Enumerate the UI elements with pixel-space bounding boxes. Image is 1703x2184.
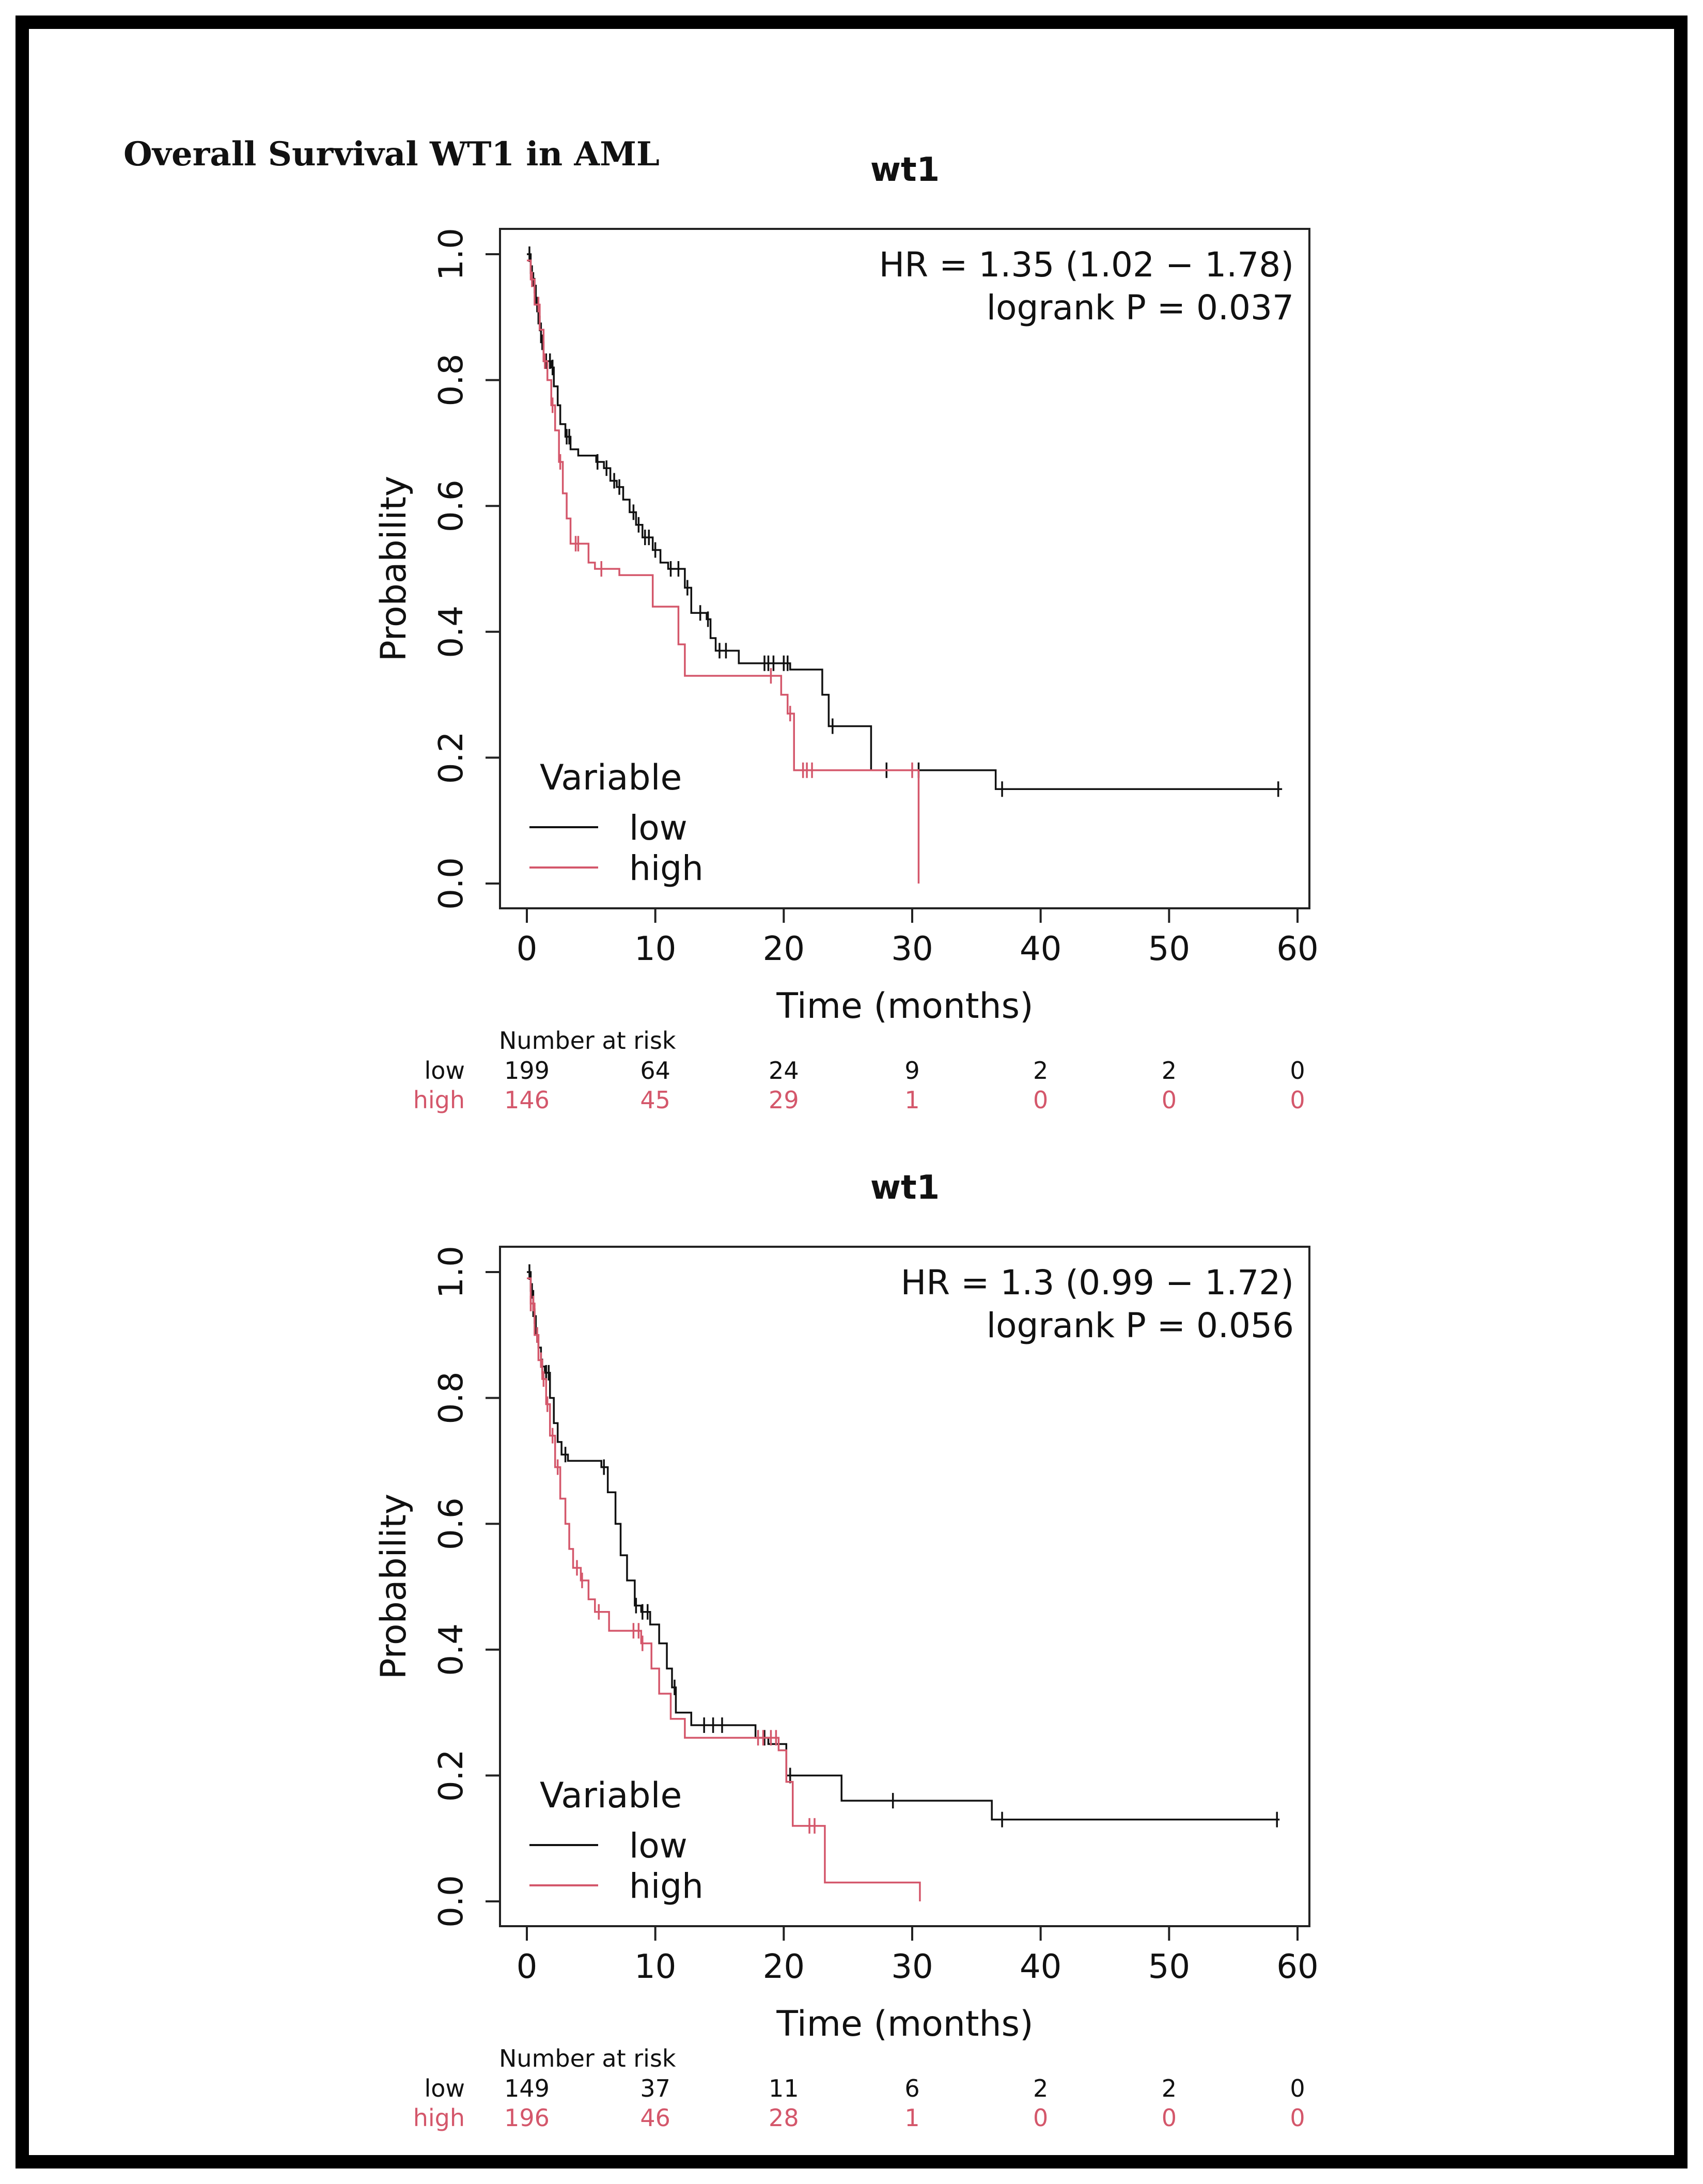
top-x-tick-label: 0 [517, 930, 538, 968]
top-y-tick-label: 0.2 [432, 732, 471, 784]
bottom-x-tick-label: 10 [634, 1948, 676, 1986]
top-risk-count-high: 0 [1033, 1086, 1048, 1114]
top-y-tick-label: 0.6 [432, 479, 471, 532]
top-y-axis-label: Probability [373, 476, 414, 661]
bottom-risk-count-high: 1 [904, 2104, 919, 2132]
top-risk-count-high: 29 [769, 1086, 799, 1114]
bottom-risk-count-high: 46 [640, 2104, 670, 2132]
bottom-y-tick-label: 0.8 [432, 1372, 471, 1424]
bottom-legend-title: Variable [540, 1775, 682, 1816]
bottom-risk-table-heading: Number at risk [499, 2044, 676, 2072]
top-risk-count-high: 45 [640, 1086, 670, 1114]
top-risk-count-high: 1 [904, 1086, 919, 1114]
bottom-x-tick-label: 50 [1148, 1948, 1190, 1986]
bottom-risk-count-high: 0 [1162, 2104, 1177, 2132]
top-x-tick-label: 40 [1020, 930, 1061, 968]
bottom-risk-row-label-high: high [413, 2104, 465, 2132]
top-y-tick-label: 1.0 [432, 228, 471, 281]
top-chart-title: wt1 [870, 151, 940, 189]
top-legend-label-high: high [629, 848, 704, 888]
bottom-risk-count-low: 149 [504, 2074, 550, 2102]
bottom-annotation-line: logrank P = 0.056 [987, 1306, 1294, 1345]
bottom-y-tick-label: 1.0 [432, 1246, 471, 1298]
page-title: Overall Survival WT1 in AML [123, 135, 660, 174]
top-x-axis-label: Time (months) [776, 986, 1033, 1027]
bottom-y-tick-label: 0.6 [432, 1497, 471, 1550]
top-risk-count-low: 24 [769, 1057, 799, 1085]
bottom-risk-count-low: 11 [769, 2074, 799, 2102]
bottom-y-axis-label: Probability [373, 1494, 414, 1679]
bottom-risk-row-label-low: low [424, 2074, 465, 2102]
top-x-tick-label: 60 [1276, 930, 1318, 968]
top-risk-count-high: 0 [1162, 1086, 1177, 1114]
top-risk-count-low: 199 [504, 1057, 550, 1085]
top-series-low-curve [527, 253, 1283, 791]
bottom-x-tick-label: 20 [763, 1948, 805, 1986]
top-risk-count-low: 2 [1033, 1057, 1048, 1085]
bottom-legend-label-high: high [629, 1866, 704, 1906]
bottom-x-tick-label: 40 [1020, 1948, 1061, 1986]
top-x-tick-label: 10 [634, 930, 676, 968]
top-annotation-line: HR = 1.35 (1.02 − 1.78) [879, 245, 1294, 285]
top-risk-count-low: 9 [904, 1057, 919, 1085]
top-x-tick-label: 50 [1148, 930, 1190, 968]
bottom-y-tick-label: 0.4 [432, 1623, 471, 1676]
bottom-risk-count-high: 0 [1033, 2104, 1048, 2132]
top-legend-label-low: low [629, 808, 688, 848]
top-annotation-line: logrank P = 0.037 [987, 288, 1294, 328]
bottom-series-low-curve [527, 1271, 1280, 1821]
bottom-x-tick-label: 30 [891, 1948, 933, 1986]
top-plot-frame [499, 228, 1310, 909]
top-risk-count-low: 2 [1162, 1057, 1177, 1085]
top-risk-row-label-high: high [413, 1086, 465, 1114]
top-x-tick-label: 30 [891, 930, 933, 968]
bottom-risk-count-high: 196 [504, 2104, 550, 2132]
top-y-tick-label: 0.0 [432, 857, 471, 910]
bottom-plot-frame [499, 1246, 1310, 1927]
bottom-risk-count-low: 37 [640, 2074, 670, 2102]
top-y-tick-label: 0.4 [432, 606, 471, 658]
top-risk-count-low: 64 [640, 1057, 670, 1085]
bottom-annotation-line: HR = 1.3 (0.99 − 1.72) [901, 1263, 1294, 1303]
bottom-x-tick-label: 60 [1276, 1948, 1318, 1986]
bottom-chart-title: wt1 [870, 1169, 940, 1207]
top-risk-table-heading: Number at risk [499, 1027, 676, 1055]
top-risk-count-high: 146 [504, 1086, 550, 1114]
bottom-risk-count-high: 28 [769, 2104, 799, 2132]
bottom-risk-count-low: 0 [1290, 2074, 1305, 2102]
bottom-risk-count-low: 2 [1162, 2074, 1177, 2102]
bottom-legend-label-low: low [629, 1826, 688, 1866]
bottom-risk-count-high: 0 [1290, 2104, 1305, 2132]
bottom-x-axis-label: Time (months) [776, 2004, 1033, 2044]
top-risk-count-high: 0 [1290, 1086, 1305, 1114]
bottom-y-tick-label: 0.0 [432, 1875, 471, 1928]
bottom-x-tick-label: 0 [517, 1948, 538, 1986]
top-series-high-curve [527, 259, 920, 884]
bottom-risk-count-low: 2 [1033, 2074, 1048, 2102]
top-risk-row-label-low: low [424, 1057, 465, 1085]
top-risk-count-low: 0 [1290, 1057, 1305, 1085]
bottom-y-tick-label: 0.2 [432, 1749, 471, 1802]
top-x-tick-label: 20 [763, 930, 805, 968]
top-legend-title: Variable [540, 757, 682, 798]
top-y-tick-label: 0.8 [432, 354, 471, 407]
bottom-risk-count-low: 6 [904, 2074, 919, 2102]
page-frame: Overall Survival WT1 in AML [15, 16, 1688, 2168]
